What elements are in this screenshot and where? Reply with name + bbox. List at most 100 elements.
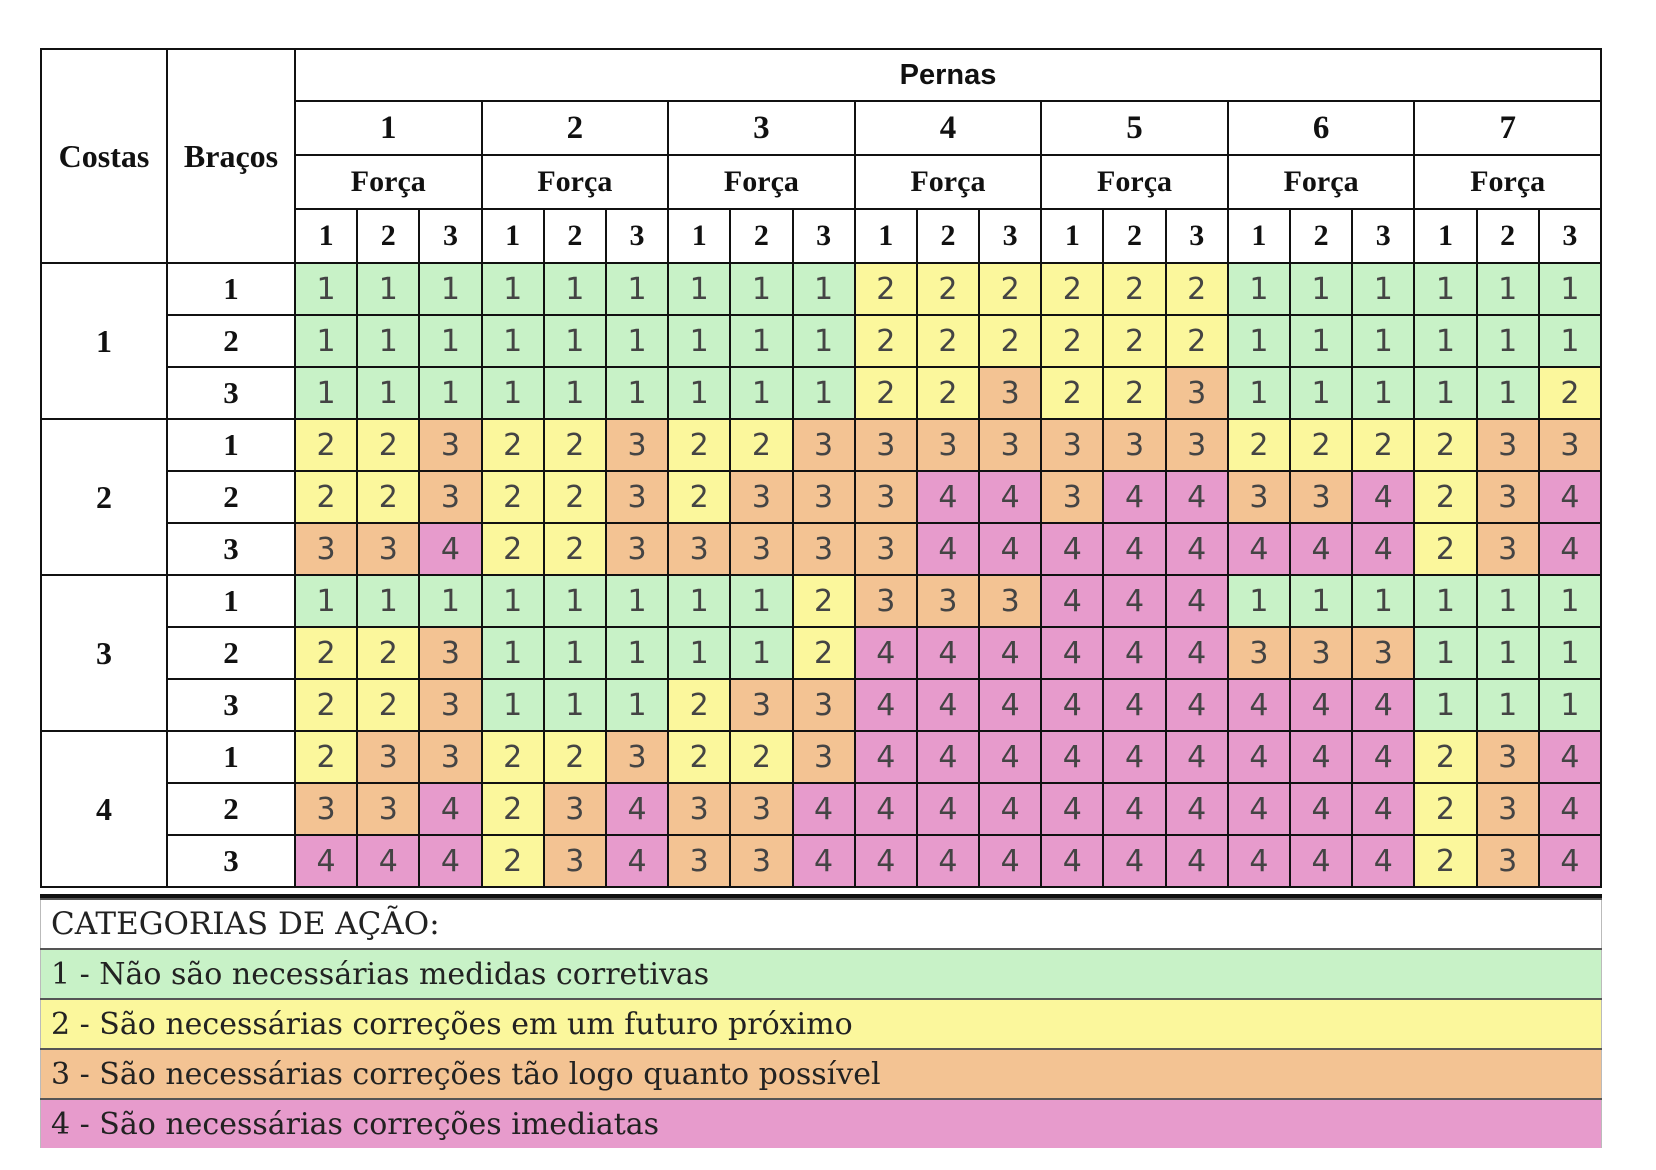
category-cell: 1 xyxy=(1351,314,1416,368)
category-cell: 4 xyxy=(1164,470,1229,524)
category-cell: 3 xyxy=(791,470,856,524)
category-cell: 2 xyxy=(1164,314,1229,368)
category-cell: 3 xyxy=(1102,418,1167,472)
category-cell: 1 xyxy=(604,574,670,628)
bracos-cell: 3 xyxy=(166,522,296,576)
category-cell: 2 xyxy=(542,730,607,784)
category-cell: 4 xyxy=(915,522,981,576)
category-cell: 4 xyxy=(915,782,981,836)
category-cell: 3 xyxy=(356,522,421,576)
legend-item: 2 - São necessárias correções em um futu… xyxy=(40,998,1602,1049)
category-cell: 2 xyxy=(1288,418,1354,472)
category-cell: 4 xyxy=(1164,782,1229,836)
forca-header: Força xyxy=(294,154,483,210)
costas-cell: 2 xyxy=(40,418,168,576)
category-cell: 1 xyxy=(293,574,359,628)
category-cell: 3 xyxy=(1040,470,1105,524)
category-cell: 1 xyxy=(418,262,483,316)
category-cell: 3 xyxy=(604,730,670,784)
category-cell: 3 xyxy=(1475,730,1540,784)
header-costas: Costas xyxy=(40,48,168,264)
category-cell: 4 xyxy=(1351,470,1416,524)
category-cell: 2 xyxy=(978,262,1043,316)
category-cell: 1 xyxy=(542,314,607,368)
category-cell: 2 xyxy=(667,730,732,784)
category-cell: 4 xyxy=(1102,834,1167,888)
category-cell: 3 xyxy=(915,418,981,472)
bracos-cell: 1 xyxy=(166,262,296,316)
category-cell: 1 xyxy=(604,366,670,420)
category-cell: 1 xyxy=(542,262,607,316)
category-cell: 2 xyxy=(293,730,359,784)
category-cell: 3 xyxy=(1475,470,1540,524)
pernas-col-header: 1 xyxy=(294,100,483,156)
category-cell: 4 xyxy=(604,834,670,888)
category-cell: 2 xyxy=(1413,834,1478,888)
category-cell: 2 xyxy=(729,418,794,472)
category-cell: 4 xyxy=(978,782,1043,836)
legend-row: 3 - São necessárias correções tão logo q… xyxy=(40,1048,1602,1099)
category-cell: 4 xyxy=(853,834,918,888)
category-cell: 3 xyxy=(729,470,794,524)
category-cell: 4 xyxy=(978,522,1043,576)
category-cell: 4 xyxy=(1537,782,1603,836)
category-cell: 4 xyxy=(978,626,1043,680)
category-cell: 4 xyxy=(1040,834,1105,888)
bracos-cell: 3 xyxy=(166,678,296,732)
category-cell: 3 xyxy=(604,418,670,472)
category-cell: 4 xyxy=(1102,522,1167,576)
category-cell: 1 xyxy=(1413,574,1478,628)
category-cell: 1 xyxy=(604,626,670,680)
category-cell: 1 xyxy=(293,314,359,368)
category-cell: 1 xyxy=(791,366,856,420)
category-cell: 3 xyxy=(293,522,359,576)
category-cell: 1 xyxy=(542,626,607,680)
category-cell: 1 xyxy=(1475,678,1540,732)
category-cell: 4 xyxy=(1164,626,1229,680)
category-cell: 2 xyxy=(542,470,607,524)
category-cell: 2 xyxy=(853,366,918,420)
forca-value-header: 1 xyxy=(667,208,732,264)
category-cell: 1 xyxy=(1475,574,1540,628)
category-cell: 1 xyxy=(480,366,545,420)
category-cell: 1 xyxy=(542,366,607,420)
category-cell: 2 xyxy=(1413,730,1478,784)
category-cell: 4 xyxy=(915,626,981,680)
forca-value-header: 1 xyxy=(1413,208,1478,264)
category-cell: 1 xyxy=(480,262,545,316)
category-cell: 4 xyxy=(978,678,1043,732)
category-cell: 2 xyxy=(356,678,421,732)
bracos-cell: 1 xyxy=(166,418,296,472)
category-cell: 1 xyxy=(667,626,732,680)
forca-header: Força xyxy=(1226,154,1416,210)
category-cell: 4 xyxy=(418,522,483,576)
category-cell: 2 xyxy=(1164,262,1229,316)
category-cell: 3 xyxy=(978,366,1043,420)
category-cell: 3 xyxy=(1475,418,1540,472)
category-cell: 2 xyxy=(1413,470,1478,524)
category-cell: 3 xyxy=(1475,782,1540,836)
category-cell: 2 xyxy=(915,366,981,420)
category-cell: 3 xyxy=(667,782,732,836)
category-cell: 3 xyxy=(853,522,918,576)
category-cell: 2 xyxy=(1040,314,1105,368)
forca-value-header: 1 xyxy=(853,208,918,264)
category-cell: 1 xyxy=(1351,574,1416,628)
forca-value-header: 1 xyxy=(1226,208,1292,264)
category-cell: 3 xyxy=(978,418,1043,472)
category-cell: 4 xyxy=(604,782,670,836)
legend-item: 4 - São necessárias correções imediatas xyxy=(40,1098,1602,1148)
category-cell: 1 xyxy=(667,262,732,316)
category-cell: 1 xyxy=(667,574,732,628)
category-cell: 4 xyxy=(1102,678,1167,732)
category-cell: 3 xyxy=(853,574,918,628)
category-cell: 2 xyxy=(293,626,359,680)
category-cell: 4 xyxy=(1226,522,1292,576)
legend-title: CATEGORIAS DE AÇÃO: xyxy=(40,898,1602,949)
